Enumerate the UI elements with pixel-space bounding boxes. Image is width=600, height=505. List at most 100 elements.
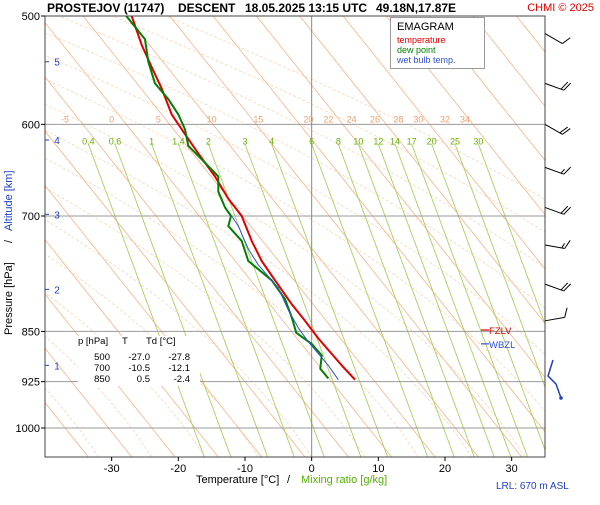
- table-row: 500 -27.0 -27.8: [78, 352, 200, 363]
- header-phase: DESCENT: [178, 1, 236, 15]
- theta-label: 5: [156, 114, 161, 124]
- lrl-note: LRL: 670 m ASL: [496, 481, 569, 492]
- wind-barb: [544, 123, 571, 135]
- wind-barb: [544, 307, 568, 322]
- moist-adiabat-line: [45, 292, 206, 457]
- pressure-tick-label: 1000: [16, 423, 40, 435]
- wind-barb: [544, 33, 571, 45]
- copyright: CHMI © 2025: [527, 2, 594, 14]
- grid-layer: [45, 16, 545, 457]
- wind-barb-flag: [560, 81, 569, 90]
- level-label-wbzl: WBZL: [489, 340, 515, 351]
- table-row: 850 0.5 -2.4: [78, 374, 200, 385]
- table-cell-td: -27.8: [168, 352, 190, 363]
- low-level-wind-trace: [547, 359, 562, 399]
- series-line-temperature: [130, 16, 356, 381]
- mixing-ratio-label: 6: [309, 136, 314, 146]
- table-cell-td: -2.4: [173, 374, 190, 385]
- mixing-ratio-line: [311, 143, 429, 457]
- table-header-p: p [hPa]: [78, 336, 109, 347]
- altitude-tick-label: 1: [54, 361, 60, 372]
- mixing-ratio-label: 30: [473, 136, 483, 146]
- wind-barb-flag: [563, 283, 571, 292]
- theta-label: 0: [109, 114, 114, 124]
- mixing-ratio-line: [477, 143, 545, 326]
- x-axis-label-mixing: Mixing ratio [g/kg]: [301, 474, 387, 486]
- table-header-row: p [hPa] T Td [°C]: [78, 336, 200, 349]
- theta-label: 22: [323, 114, 333, 124]
- wind-barb-flag: [563, 166, 571, 175]
- altitude-tick-label: 5: [54, 58, 60, 69]
- mixing-ratio-label: 0.4: [82, 136, 95, 146]
- dry-adiabat-line: [342, 16, 545, 270]
- temperature-tick-label: 0: [309, 463, 315, 475]
- header-datetime: 18.05.2025 13:15 UTC: [245, 1, 367, 15]
- dry-adiabat-line: [472, 16, 545, 107]
- temperature-tick-label: -30: [104, 463, 120, 475]
- mixing-ratio-line: [151, 143, 269, 457]
- mixing-ratio-label: 1: [149, 136, 154, 146]
- mixing-ratio-label: 3: [242, 136, 247, 146]
- moist-adiabat-line: [45, 78, 545, 412]
- dry-adiabat-line: [45, 76, 349, 457]
- wind-barb-staff: [544, 206, 564, 215]
- mixing-ratio-line: [244, 143, 362, 457]
- wind-barb-flag: [563, 206, 571, 215]
- moist-adiabat-line: [167, 16, 545, 200]
- moist-adiabat-line: [45, 157, 419, 457]
- wind-barb-flag: [563, 82, 571, 91]
- wind-barb-flag: [560, 205, 569, 214]
- mixing-ratio-label: 12: [373, 136, 383, 146]
- mixing-ratio-label: 10: [353, 136, 363, 146]
- dry-adiabat-line: [45, 347, 132, 457]
- y-axis-label-separator: /: [3, 239, 15, 243]
- theta-label: 32: [440, 114, 450, 124]
- y-axis-label-altitude: Altitude [km]: [3, 170, 15, 231]
- moist-adiabat-line: [113, 16, 545, 233]
- mixing-ratio-line: [454, 143, 545, 389]
- wind-barb-staff: [544, 82, 564, 91]
- wind-barb: [544, 240, 571, 249]
- table-header-t: T: [122, 336, 128, 347]
- altitude-tick-label: 3: [54, 210, 60, 221]
- x-axis-label: Temperature [°C]: [196, 474, 279, 486]
- wind-barb-half-flag: [560, 168, 565, 174]
- plot-frame: [44, 15, 546, 458]
- temperature-tick-label: 30: [506, 463, 518, 475]
- pressure-tick-label: 700: [22, 211, 40, 223]
- level-label-fzlv: FZLV: [489, 326, 512, 337]
- legend-item-temperature: temperature: [397, 35, 446, 45]
- table-row: 700 -10.5 -12.1: [78, 363, 200, 374]
- dry-adiabat-line: [45, 21, 392, 457]
- wind-barb-flag: [564, 307, 568, 318]
- mixing-ratio-line: [271, 143, 389, 457]
- legend-item-dewpoint: dew point: [397, 45, 436, 55]
- moist-adiabat-line: [45, 187, 366, 457]
- mixing-ratio-label: 17: [407, 136, 417, 146]
- table-cell-p: 500: [94, 352, 110, 363]
- low-level-wind-point: [559, 396, 563, 400]
- x-axis-label-separator: /: [287, 474, 291, 486]
- theta-label: 20: [303, 114, 313, 124]
- mixing-ratio-label: 2: [206, 136, 211, 146]
- dry-adiabat-line: [429, 16, 545, 162]
- wind-barb-staff: [544, 166, 564, 175]
- dry-adiabat-line: [45, 402, 89, 457]
- temperature-tick-label: 10: [372, 463, 384, 475]
- wind-barb: [544, 166, 571, 175]
- mixing-ratio-line: [87, 143, 205, 457]
- wind-barb-staff: [544, 123, 563, 135]
- theta-label: 28: [393, 114, 403, 124]
- wind-barb-flag: [562, 128, 571, 135]
- moist-adiabat-line: [45, 32, 545, 309]
- mixing-ratio-label: 25: [450, 136, 460, 146]
- wind-barb: [544, 205, 571, 215]
- series-line-dew-point: [125, 16, 330, 380]
- mixing-ratio-line: [377, 143, 495, 457]
- values-table: p [hPa] T Td [°C] 500 -27.0 -27.8 700 -1…: [78, 336, 200, 386]
- legend-item-wetbulb: wet bulb temp.: [397, 55, 456, 65]
- table-cell-t: -10.5: [128, 363, 150, 374]
- mixing-ratio-label: 0.6: [109, 136, 122, 146]
